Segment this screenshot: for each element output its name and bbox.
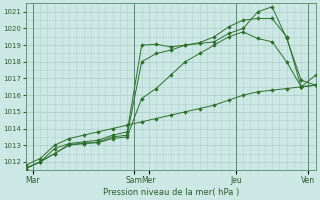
X-axis label: Pression niveau de la mer( hPa ): Pression niveau de la mer( hPa ) <box>102 188 239 197</box>
